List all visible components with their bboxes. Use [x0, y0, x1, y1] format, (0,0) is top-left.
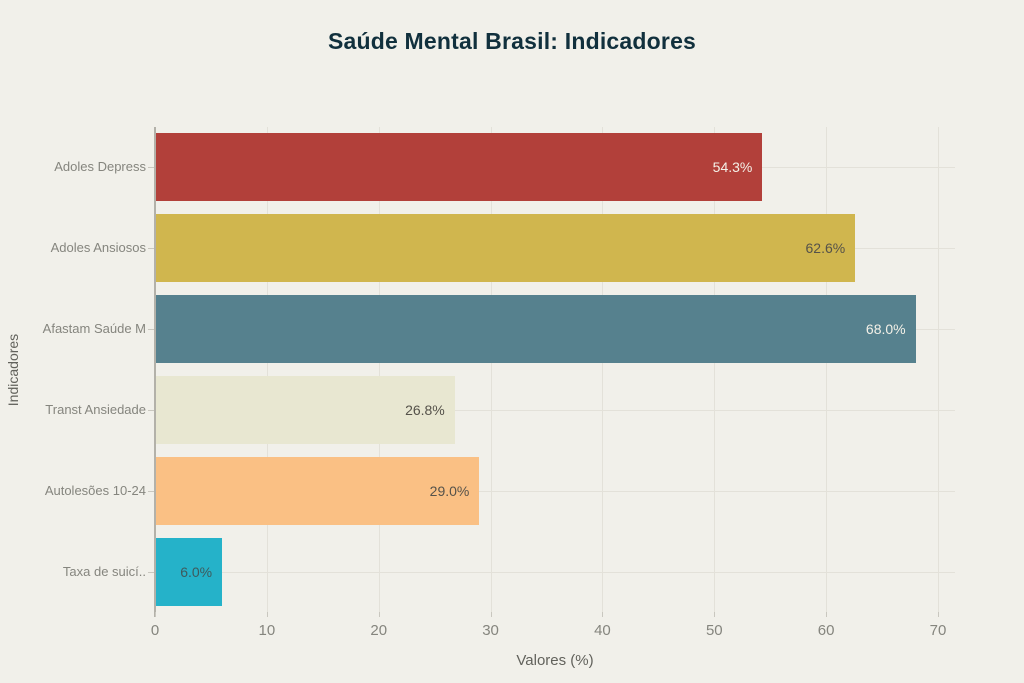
x-tick-label: 10 — [258, 622, 276, 639]
y-tick-mark — [148, 329, 154, 331]
chart-title: Saúde Mental Brasil: Indicadores — [327, 28, 697, 54]
y-tick-label: Adoles Ansiosos — [50, 240, 146, 256]
y-tick-mark — [148, 248, 154, 250]
x-tick-mark — [266, 612, 268, 617]
y-tick-label: Transt Ansiedade — [45, 401, 146, 417]
x-tick-mark — [714, 612, 716, 617]
bar: 26.8% — [155, 376, 455, 444]
x-tick-label: 50 — [705, 622, 723, 639]
gridline-horizontal — [155, 491, 955, 492]
x-tick-label: 40 — [594, 622, 611, 639]
gridline-vertical — [714, 127, 716, 612]
y-tick-mark — [148, 490, 154, 492]
gridline-vertical — [266, 127, 268, 612]
bar-value-label: 68.0% — [865, 321, 906, 337]
x-tick-mark — [938, 612, 939, 617]
y-tick-mark — [148, 409, 154, 411]
y-tick-mark — [148, 167, 154, 169]
gridline-vertical — [826, 127, 828, 612]
x-tick-label: 0 — [150, 622, 160, 639]
x-tick-label: 60 — [817, 622, 835, 639]
gridline-vertical — [602, 127, 604, 612]
gridline-vertical — [378, 127, 380, 612]
y-tick-mark — [148, 571, 154, 573]
x-tick-mark — [155, 612, 156, 617]
gridline-vertical — [938, 127, 939, 612]
y-tick-label: Afastam Saúde M — [42, 321, 146, 337]
x-tick-label: 70 — [929, 622, 947, 639]
bar-value-label: 6.0% — [180, 564, 213, 580]
bar-value-label: 62.6% — [805, 240, 846, 256]
gridline-horizontal — [155, 410, 955, 411]
x-tick-mark — [602, 612, 604, 617]
x-tick-mark — [378, 612, 380, 617]
x-tick-mark — [490, 612, 492, 617]
bar: 29.0% — [155, 457, 480, 525]
bar-value-label: 29.0% — [429, 483, 470, 499]
y-tick-label: Autolesões 10-24 — [44, 482, 146, 498]
plot-area: 54.3% 62.6% 68.0% 26.8% 29.0% 6.0% — [155, 127, 955, 612]
bar-value-label: 54.3% — [712, 159, 753, 175]
bar: 62.6% — [155, 214, 856, 282]
bar: 6.0% — [155, 538, 223, 606]
x-tick-label: 20 — [370, 622, 388, 639]
y-axis-line — [154, 127, 156, 617]
bar: 54.3% — [155, 133, 763, 201]
bar-value-label: 26.8% — [405, 402, 445, 418]
bar: 68.0% — [155, 295, 916, 363]
y-tick-label: Adoles Depress — [54, 159, 146, 175]
gridline-horizontal — [155, 572, 955, 573]
x-tick-mark — [826, 612, 828, 617]
gridline-vertical — [490, 127, 492, 612]
x-tick-label: 30 — [482, 622, 499, 639]
y-tick-label: Taxa de suicí.. — [62, 563, 146, 579]
x-axis-label: Valores (%) — [516, 652, 594, 669]
